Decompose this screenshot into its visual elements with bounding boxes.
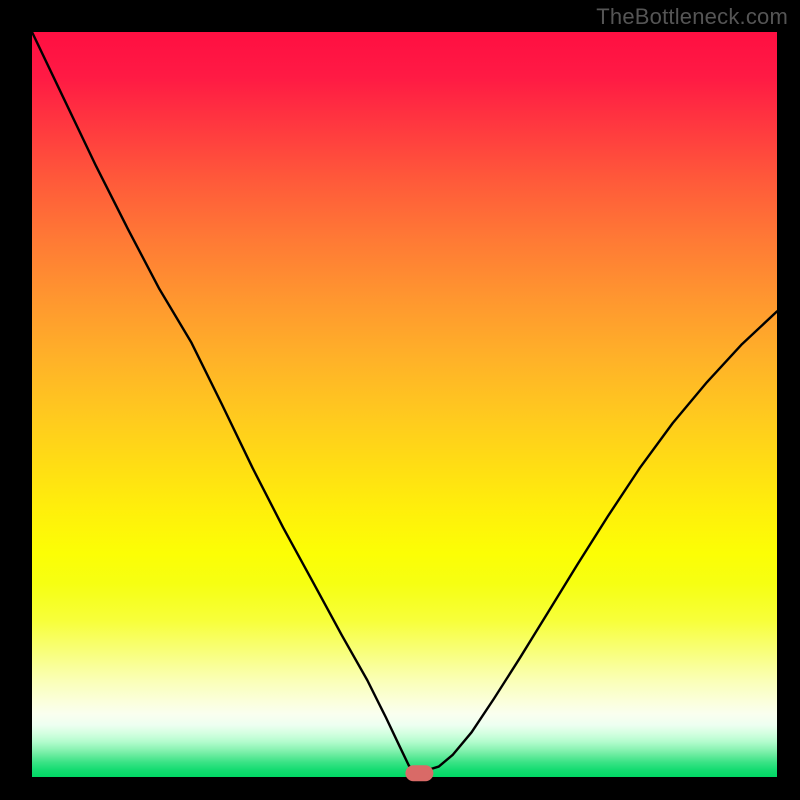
optimal-marker — [405, 765, 433, 781]
chart-frame: TheBottleneck.com — [0, 0, 800, 800]
bottleneck-chart — [0, 0, 800, 800]
gradient-background — [32, 32, 777, 777]
watermark-text: TheBottleneck.com — [596, 4, 788, 30]
